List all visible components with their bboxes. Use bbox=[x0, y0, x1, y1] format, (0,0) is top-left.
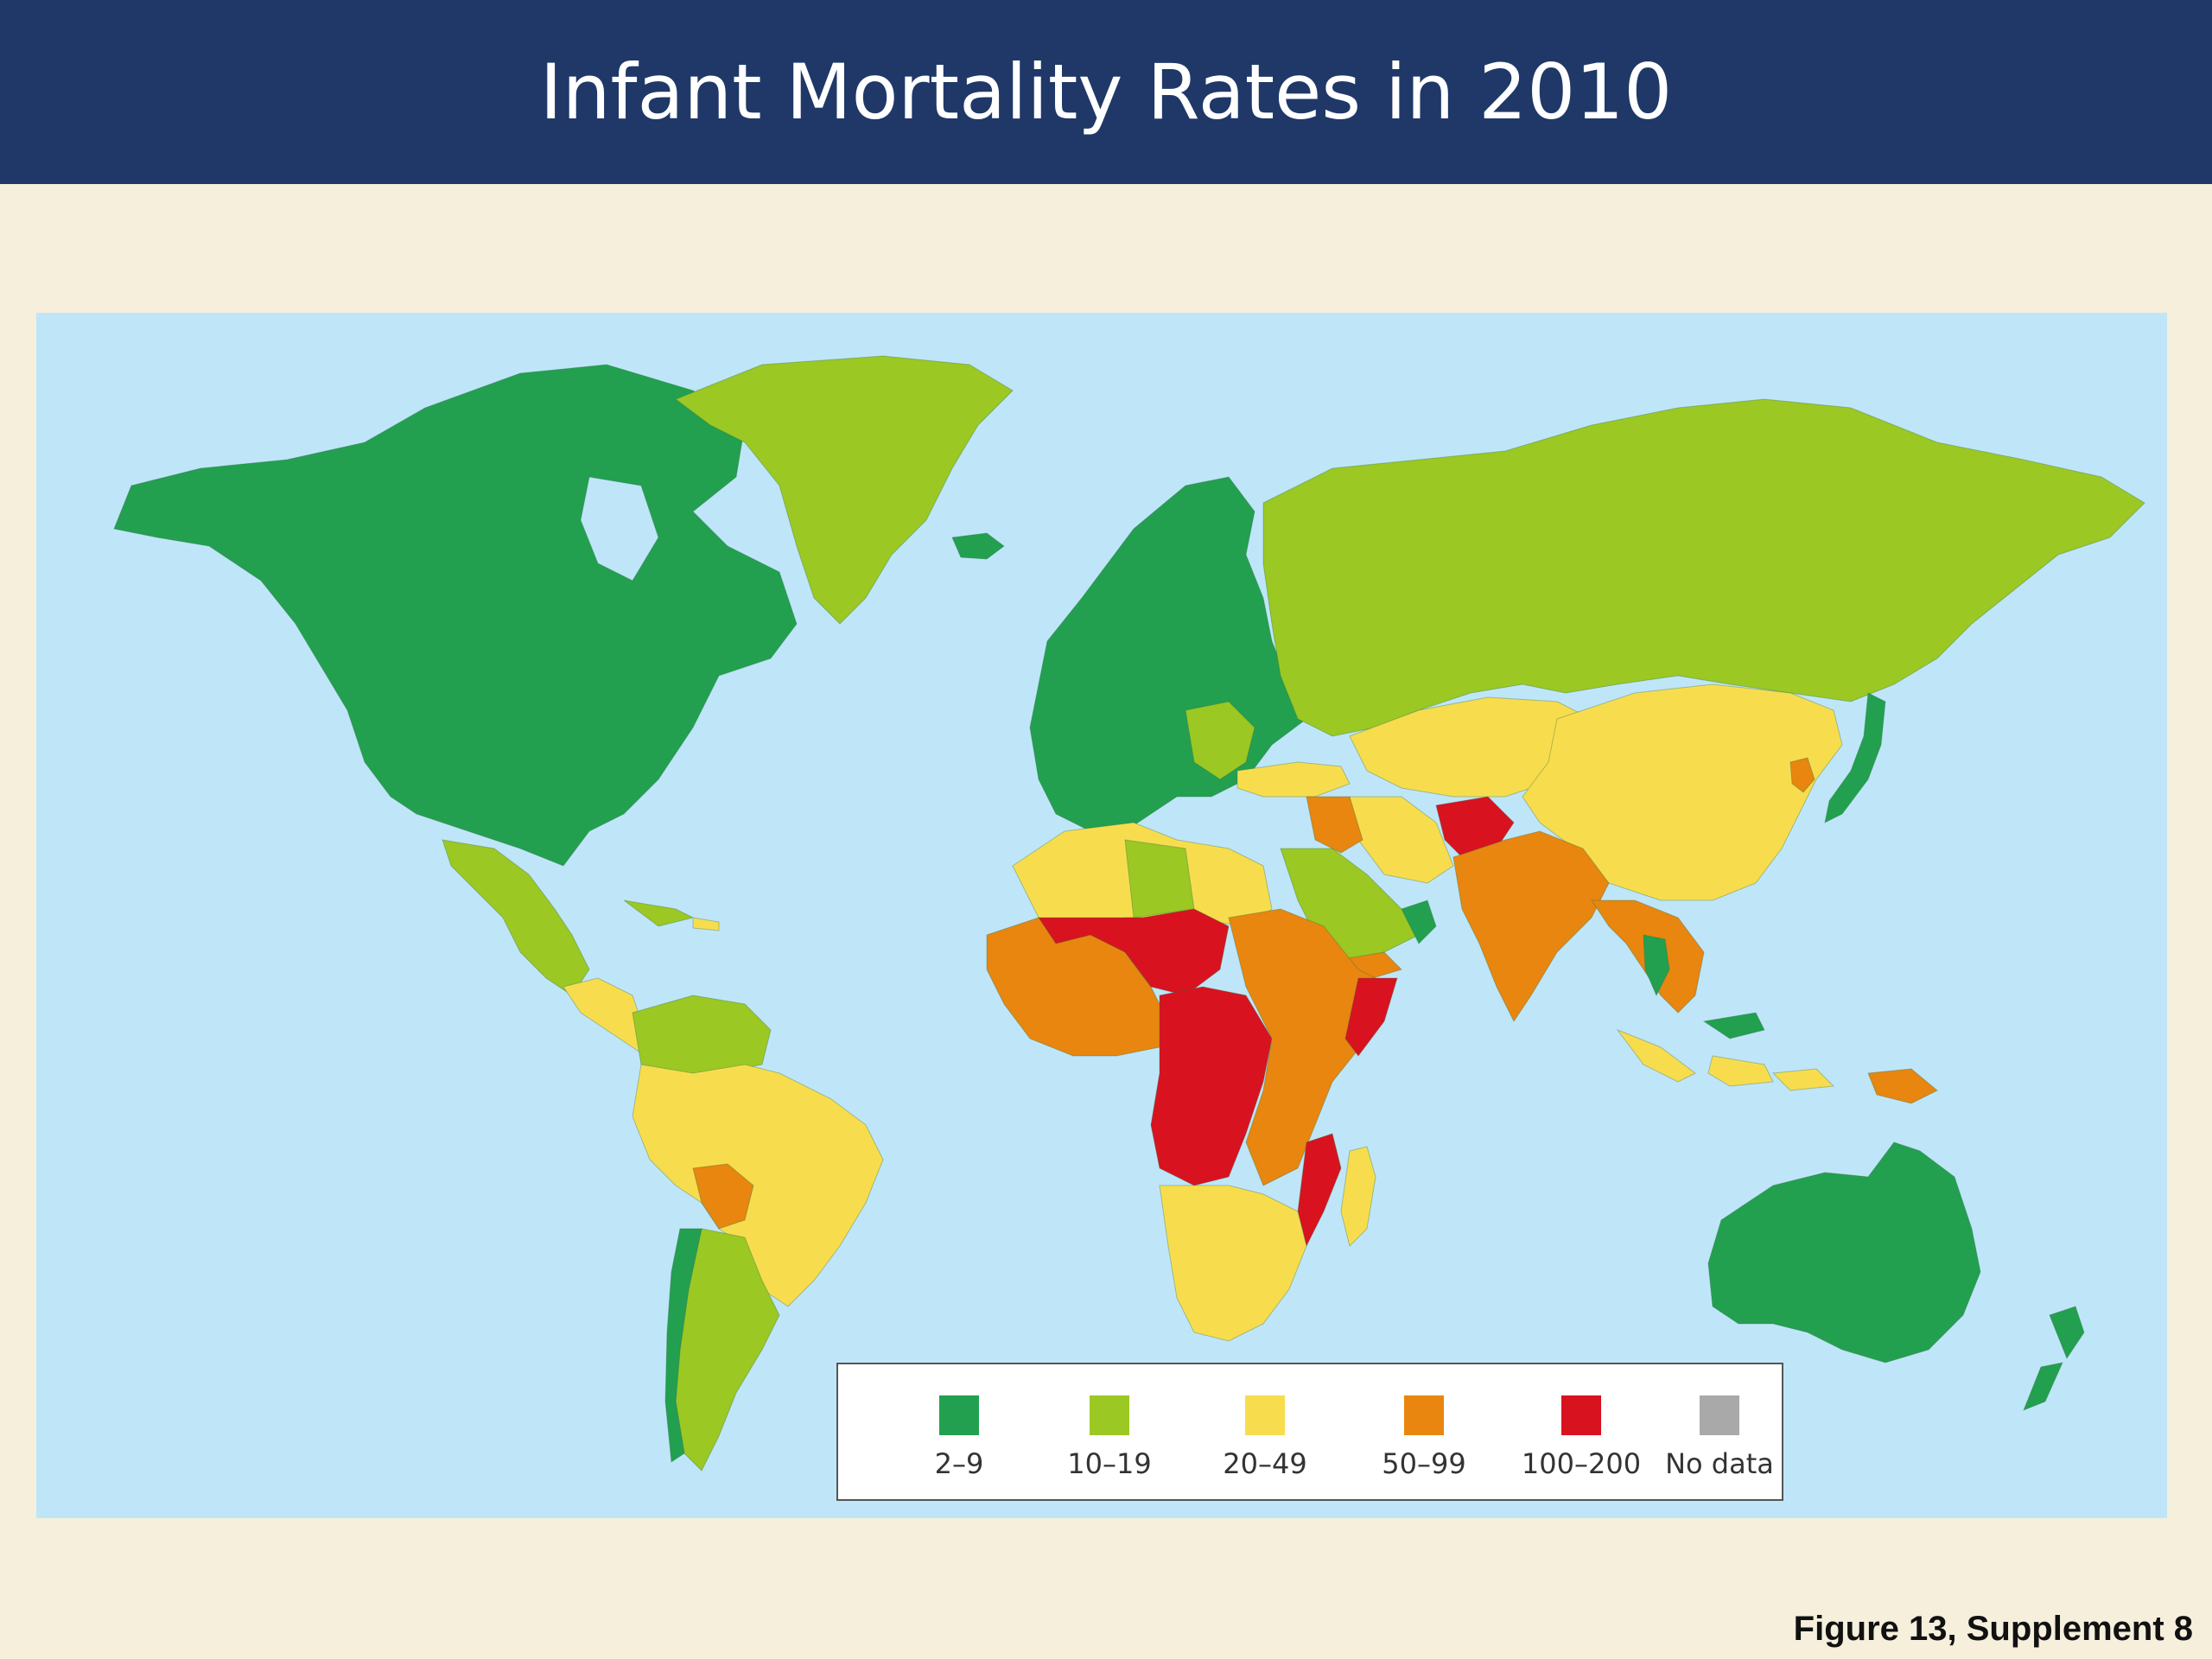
world-map bbox=[36, 313, 2167, 1518]
legend-swatch bbox=[1561, 1395, 1601, 1435]
legend-item-100-200: 100–200 bbox=[1502, 1395, 1661, 1480]
region-japan bbox=[1824, 692, 1886, 823]
page-title: Infant Mortality Rates in 2010 bbox=[539, 48, 1673, 137]
map-svg bbox=[36, 313, 2167, 1518]
legend-label: 50–99 bbox=[1382, 1447, 1466, 1480]
legend-item-20-49: 20–49 bbox=[1185, 1395, 1344, 1480]
region-somalia bbox=[1344, 977, 1398, 1057]
region-greenland bbox=[674, 355, 1014, 625]
region-malaysia bbox=[1702, 1012, 1765, 1039]
region-china bbox=[1522, 683, 1843, 901]
legend-item-no-data: No data bbox=[1661, 1395, 1778, 1480]
legend-swatch bbox=[1090, 1395, 1129, 1435]
legend-label: 2–9 bbox=[934, 1447, 984, 1480]
region-east-africa bbox=[1228, 908, 1394, 1186]
hudson-bay bbox=[580, 476, 659, 582]
region-haiti bbox=[692, 917, 720, 931]
region-indonesia bbox=[1616, 1028, 1835, 1091]
region-brazil bbox=[632, 1064, 884, 1307]
region-libya bbox=[1124, 839, 1195, 918]
legend-swatch bbox=[939, 1395, 979, 1435]
region-iran bbox=[1349, 796, 1454, 884]
legend: 2–9 10–19 20–49 50–99 100–200 No data bbox=[836, 1363, 1783, 1501]
region-north-korea bbox=[1789, 757, 1815, 793]
legend-swatch bbox=[1245, 1395, 1285, 1435]
title-bar: Infant Mortality Rates in 2010 bbox=[0, 0, 2212, 184]
region-oman bbox=[1401, 899, 1437, 944]
region-thailand bbox=[1643, 934, 1670, 997]
legend-item-10-19: 10–19 bbox=[1030, 1395, 1189, 1480]
region-bolivia bbox=[692, 1163, 754, 1230]
legend-item-50-99: 50–99 bbox=[1344, 1395, 1503, 1480]
region-russia bbox=[1262, 398, 2145, 737]
region-sahel bbox=[1038, 908, 1230, 996]
region-chile bbox=[664, 1228, 702, 1463]
legend-label: 100–200 bbox=[1521, 1447, 1642, 1480]
legend-label: No data bbox=[1665, 1447, 1774, 1480]
region-turkey bbox=[1236, 761, 1351, 798]
figure-caption: Figure 13, Supplement 8 bbox=[1793, 1610, 2193, 1648]
region-new-zealand bbox=[2023, 1306, 2085, 1411]
region-australia bbox=[1707, 1141, 1981, 1363]
legend-label: 10–19 bbox=[1067, 1447, 1152, 1480]
region-madagascar bbox=[1340, 1146, 1376, 1247]
legend-swatch bbox=[1700, 1395, 1739, 1435]
legend-label: 20–49 bbox=[1223, 1447, 1307, 1480]
region-southern-africa bbox=[1159, 1185, 1307, 1342]
region-central-africa bbox=[1150, 986, 1273, 1186]
region-india bbox=[1452, 830, 1610, 1022]
region-balkans bbox=[1185, 701, 1255, 780]
region-iceland bbox=[951, 532, 1005, 560]
legend-item-2-9: 2–9 bbox=[880, 1395, 1039, 1480]
region-iraq bbox=[1306, 796, 1363, 854]
region-png bbox=[1867, 1068, 1938, 1104]
legend-swatch bbox=[1404, 1395, 1444, 1435]
